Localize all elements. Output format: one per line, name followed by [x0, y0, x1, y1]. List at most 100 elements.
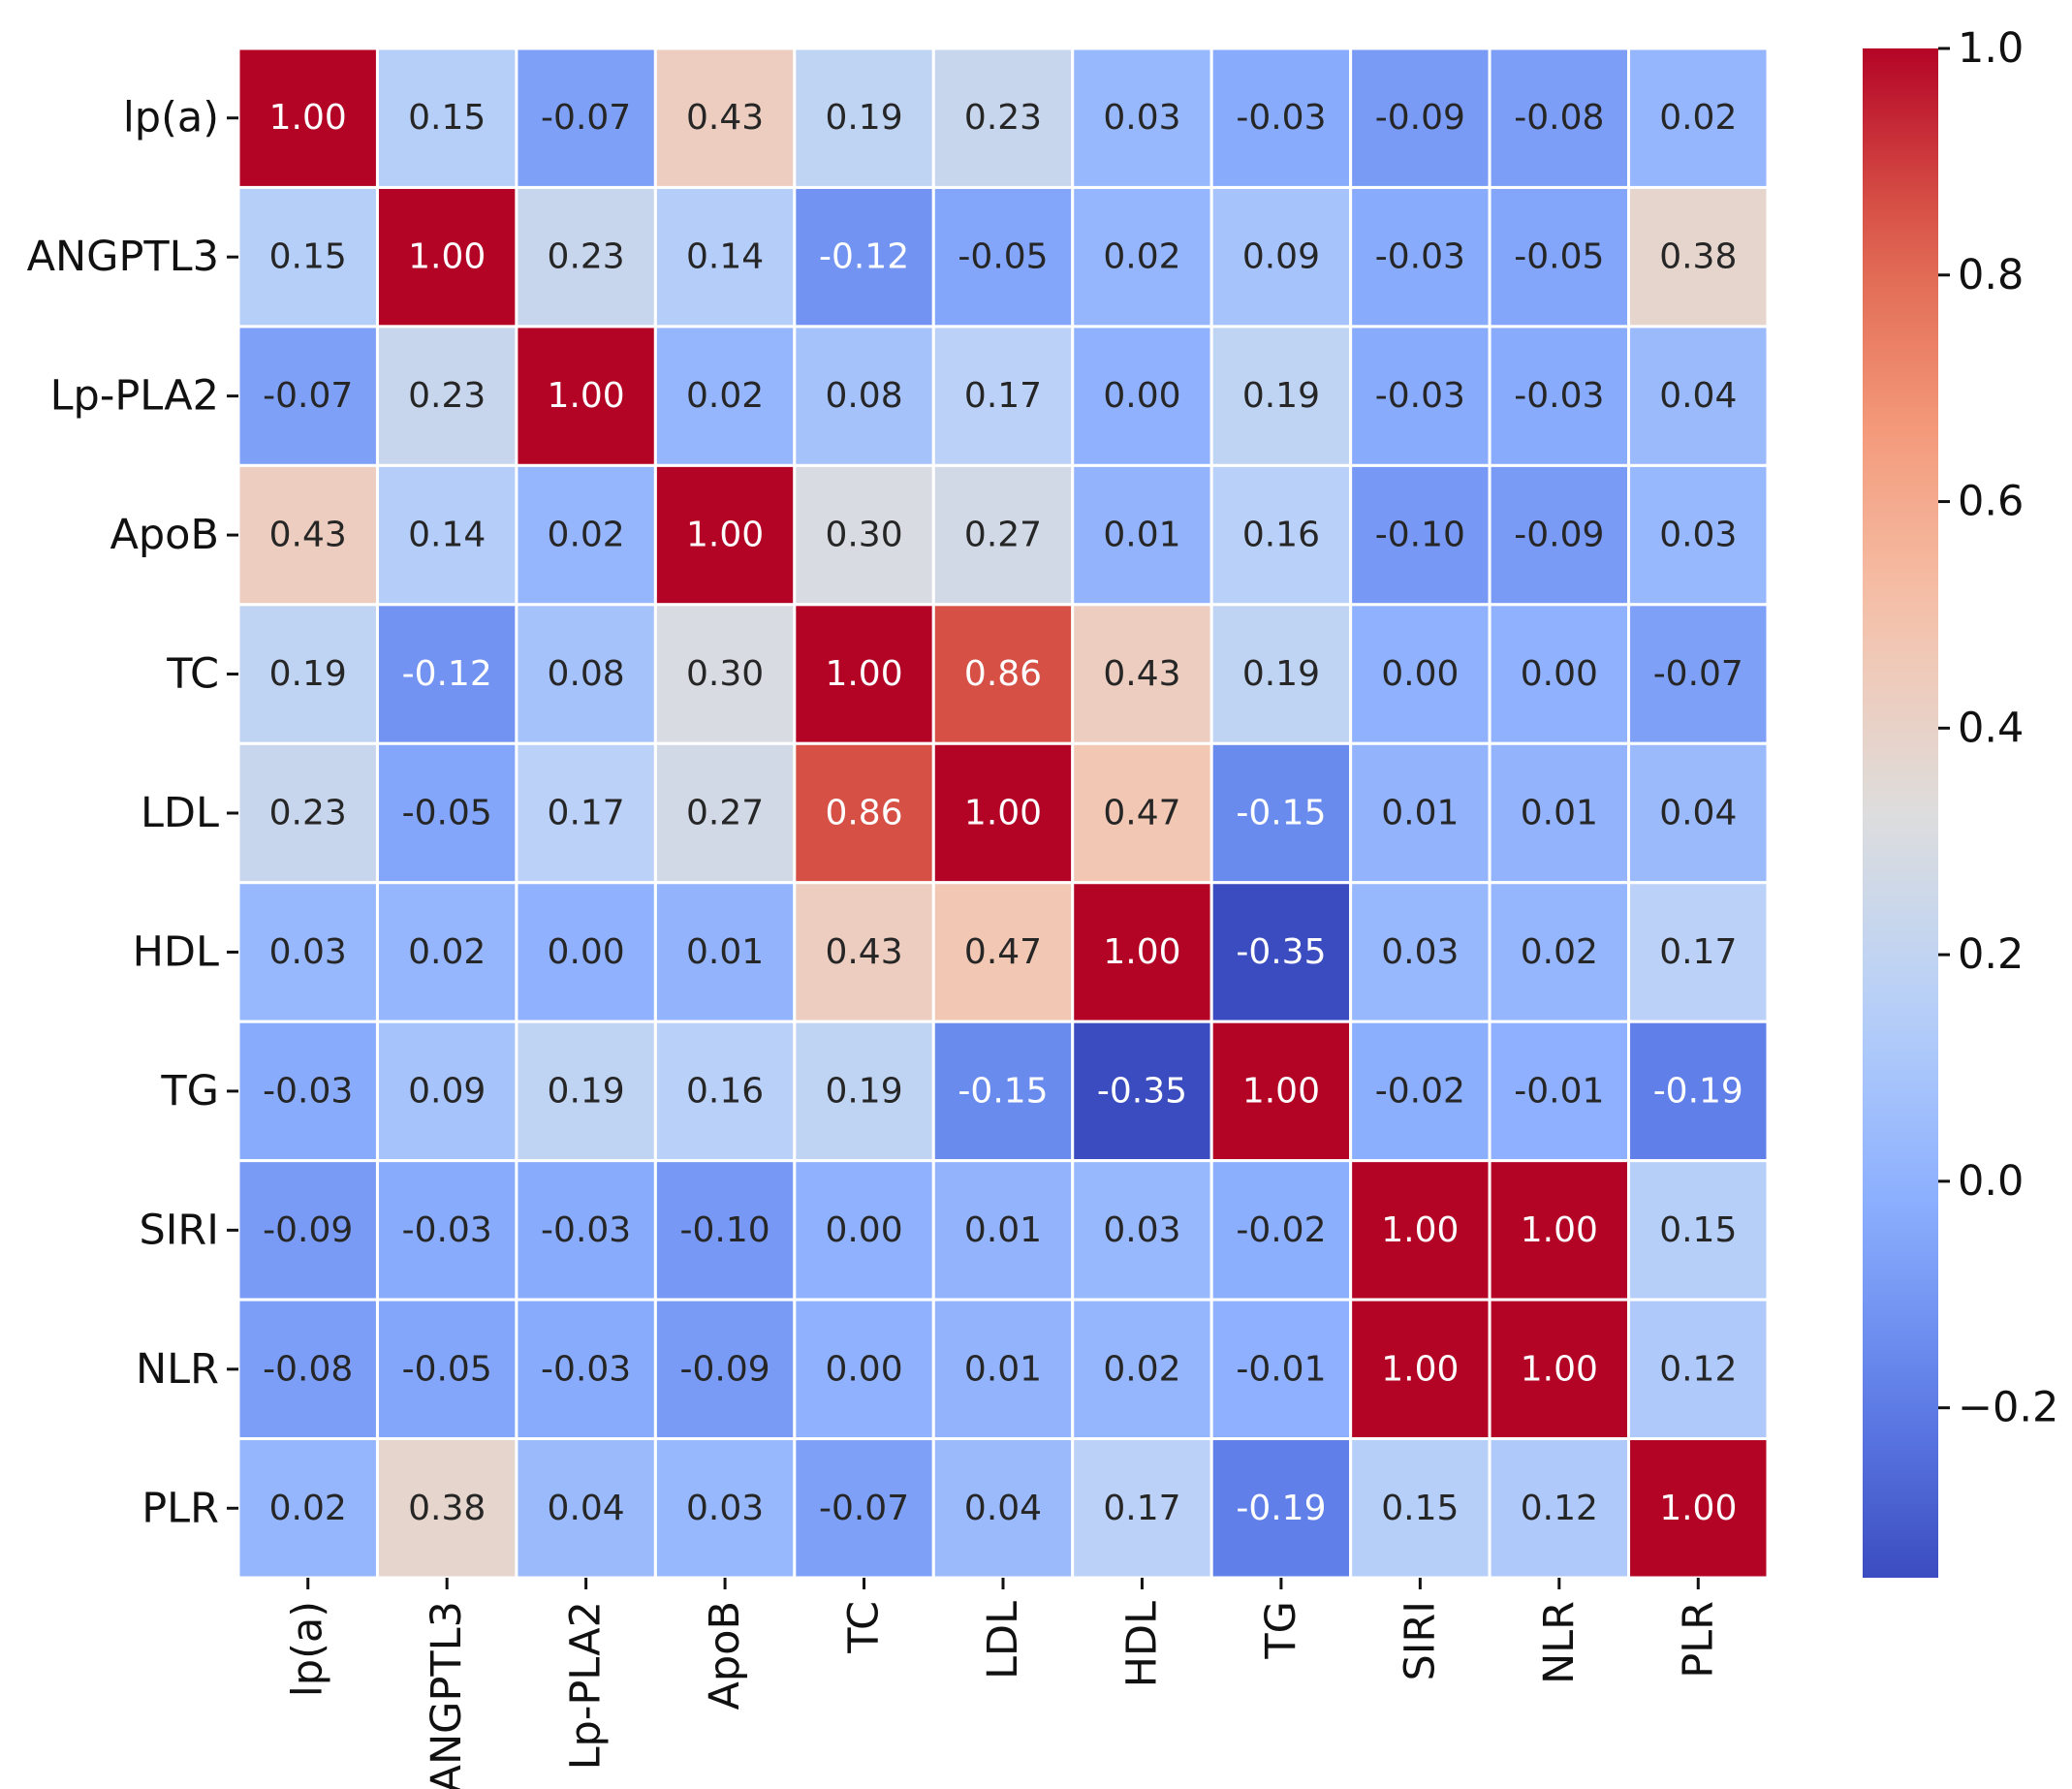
cell-value-label: -0.19 — [1653, 1071, 1743, 1111]
cell-value-label: -0.07 — [541, 98, 631, 138]
cell-value-label: 0.01 — [1521, 794, 1598, 833]
heatmap-cell — [515, 603, 657, 745]
cell-value-label: 0.23 — [548, 237, 625, 277]
cell-value-label: 1.00 — [269, 98, 347, 138]
heatmap-cell — [931, 881, 1075, 1023]
heatmap-cell — [515, 881, 657, 1023]
cell-value-label: 0.47 — [1103, 794, 1180, 833]
cell-value-label: 0.19 — [825, 98, 902, 138]
cell-value-label: -0.15 — [958, 1071, 1048, 1111]
heatmap-cell — [793, 603, 935, 745]
heatmap-cell — [1209, 1437, 1353, 1580]
cell-value-label: 1.00 — [686, 516, 764, 555]
heatmap-cell — [653, 881, 797, 1023]
cell-value-label: 0.16 — [1242, 516, 1320, 555]
cell-value-label: 0.19 — [1242, 654, 1320, 694]
heatmap-cell — [1488, 1159, 1631, 1302]
heatmap-cell — [931, 1298, 1075, 1441]
cell-value-label: -0.09 — [680, 1349, 770, 1389]
cell-value-label: 1.00 — [964, 794, 1042, 833]
cell-value-label: 0.43 — [1103, 654, 1180, 694]
heatmap-cell — [1209, 185, 1353, 329]
heatmap-cell — [1488, 47, 1631, 189]
x-tick-label: lp(a) — [284, 1601, 332, 1697]
colorbar-tick-label: −0.2 — [1958, 1384, 2058, 1432]
cell-value-label: -0.01 — [1236, 1349, 1326, 1389]
x-tick-label: SIRI — [1396, 1601, 1444, 1681]
heatmap-cell — [1627, 47, 1770, 189]
x-tick-label: TC — [840, 1601, 889, 1654]
cell-value-label: 0.01 — [686, 932, 764, 972]
heatmap-cell — [375, 881, 518, 1023]
heatmap-cell — [931, 47, 1075, 189]
heatmap-cell — [515, 1298, 657, 1441]
heatmap-cell — [515, 1437, 657, 1580]
cell-value-label: 0.03 — [1659, 516, 1737, 555]
heatmap-cell — [375, 603, 518, 745]
cell-value-label: 0.23 — [408, 376, 486, 416]
x-tick-label: ANGPTL3 — [423, 1601, 471, 1789]
cell-value-label: 0.19 — [1242, 376, 1320, 416]
cell-value-label: -0.09 — [263, 1210, 353, 1250]
colorbar-tick-label: 0.8 — [1958, 251, 2024, 299]
cell-value-label: -0.03 — [263, 1071, 353, 1111]
y-tick-label: SIRI — [139, 1206, 219, 1254]
heatmap-cell — [236, 47, 379, 189]
cell-value-label: -0.07 — [819, 1489, 909, 1528]
y-tick-label: LDL — [141, 789, 219, 837]
colorbar-bar — [1863, 48, 1938, 1578]
heatmap-cell — [1627, 1298, 1770, 1441]
cell-value-label: 0.02 — [1521, 932, 1598, 972]
heatmap-cell — [1071, 1020, 1213, 1163]
x-axis: lp(a) ANGPTL3 Lp-PLA2 ApoB TC LDL HDL TG SIRI NLR… — [284, 1578, 1722, 1789]
cell-value-label: 1.00 — [1521, 1349, 1598, 1389]
cell-value-label: 0.86 — [964, 654, 1042, 694]
heatmap-cell — [1349, 881, 1491, 1023]
cell-value-label: -0.03 — [541, 1210, 631, 1250]
cell-value-label: 0.04 — [548, 1489, 625, 1528]
heatmap-cell — [1071, 1159, 1213, 1302]
cell-value-label: 1.00 — [1521, 1210, 1598, 1250]
cell-value-label: 0.03 — [1103, 98, 1180, 138]
cell-value-label: -0.07 — [263, 376, 353, 416]
heatmap-cell — [931, 741, 1075, 885]
y-tick-label: HDL — [133, 927, 219, 976]
heatmap-cell — [236, 1020, 379, 1163]
x-tick-label: HDL — [1117, 1601, 1166, 1687]
cell-value-label: -0.08 — [1514, 98, 1604, 138]
cell-value-label: 0.16 — [686, 1071, 764, 1111]
cell-value-label: -0.03 — [402, 1210, 492, 1250]
cell-value-label: 1.00 — [1242, 1071, 1320, 1111]
heatmap-cell — [515, 1159, 657, 1302]
cell-value-label: 0.03 — [269, 932, 347, 972]
heatmap-cell — [236, 185, 379, 329]
cell-value-label: 0.38 — [1659, 237, 1737, 277]
cell-value-label: 1.00 — [548, 376, 625, 416]
cell-value-label: -0.01 — [1514, 1071, 1604, 1111]
cell-value-label: -0.35 — [1236, 932, 1326, 972]
x-tick-label: PLR — [1674, 1601, 1722, 1679]
heatmap-cell — [515, 47, 657, 189]
cell-value-label: 0.02 — [408, 932, 486, 972]
heatmap-cell — [1349, 741, 1491, 885]
cell-value-label: -0.05 — [1514, 237, 1604, 277]
heatmap-cell — [1209, 47, 1353, 189]
heatmap-cell — [1349, 325, 1491, 467]
cell-value-label: 0.00 — [1381, 654, 1459, 694]
heatmap-cell — [236, 1159, 379, 1302]
cell-value-label: 0.03 — [1103, 1210, 1180, 1250]
cell-value-label: 0.04 — [1659, 376, 1737, 416]
heatmap-cell — [1627, 1437, 1770, 1580]
heatmap-cell — [515, 185, 657, 329]
heatmap-cell — [1349, 463, 1491, 607]
cell-value-label: 0.23 — [964, 98, 1042, 138]
y-tick-label: ApoB — [110, 511, 219, 559]
cell-value-label: -0.05 — [402, 1349, 492, 1389]
cell-value-label: -0.07 — [1653, 654, 1743, 694]
heatmap-cell — [793, 185, 935, 329]
cell-value-label: 0.15 — [1381, 1489, 1459, 1528]
cell-value-label: 0.17 — [1103, 1489, 1180, 1528]
cell-value-label: -0.09 — [1375, 98, 1465, 138]
cell-value-label: 1.00 — [1381, 1349, 1459, 1389]
heatmap-cell — [1349, 603, 1491, 745]
